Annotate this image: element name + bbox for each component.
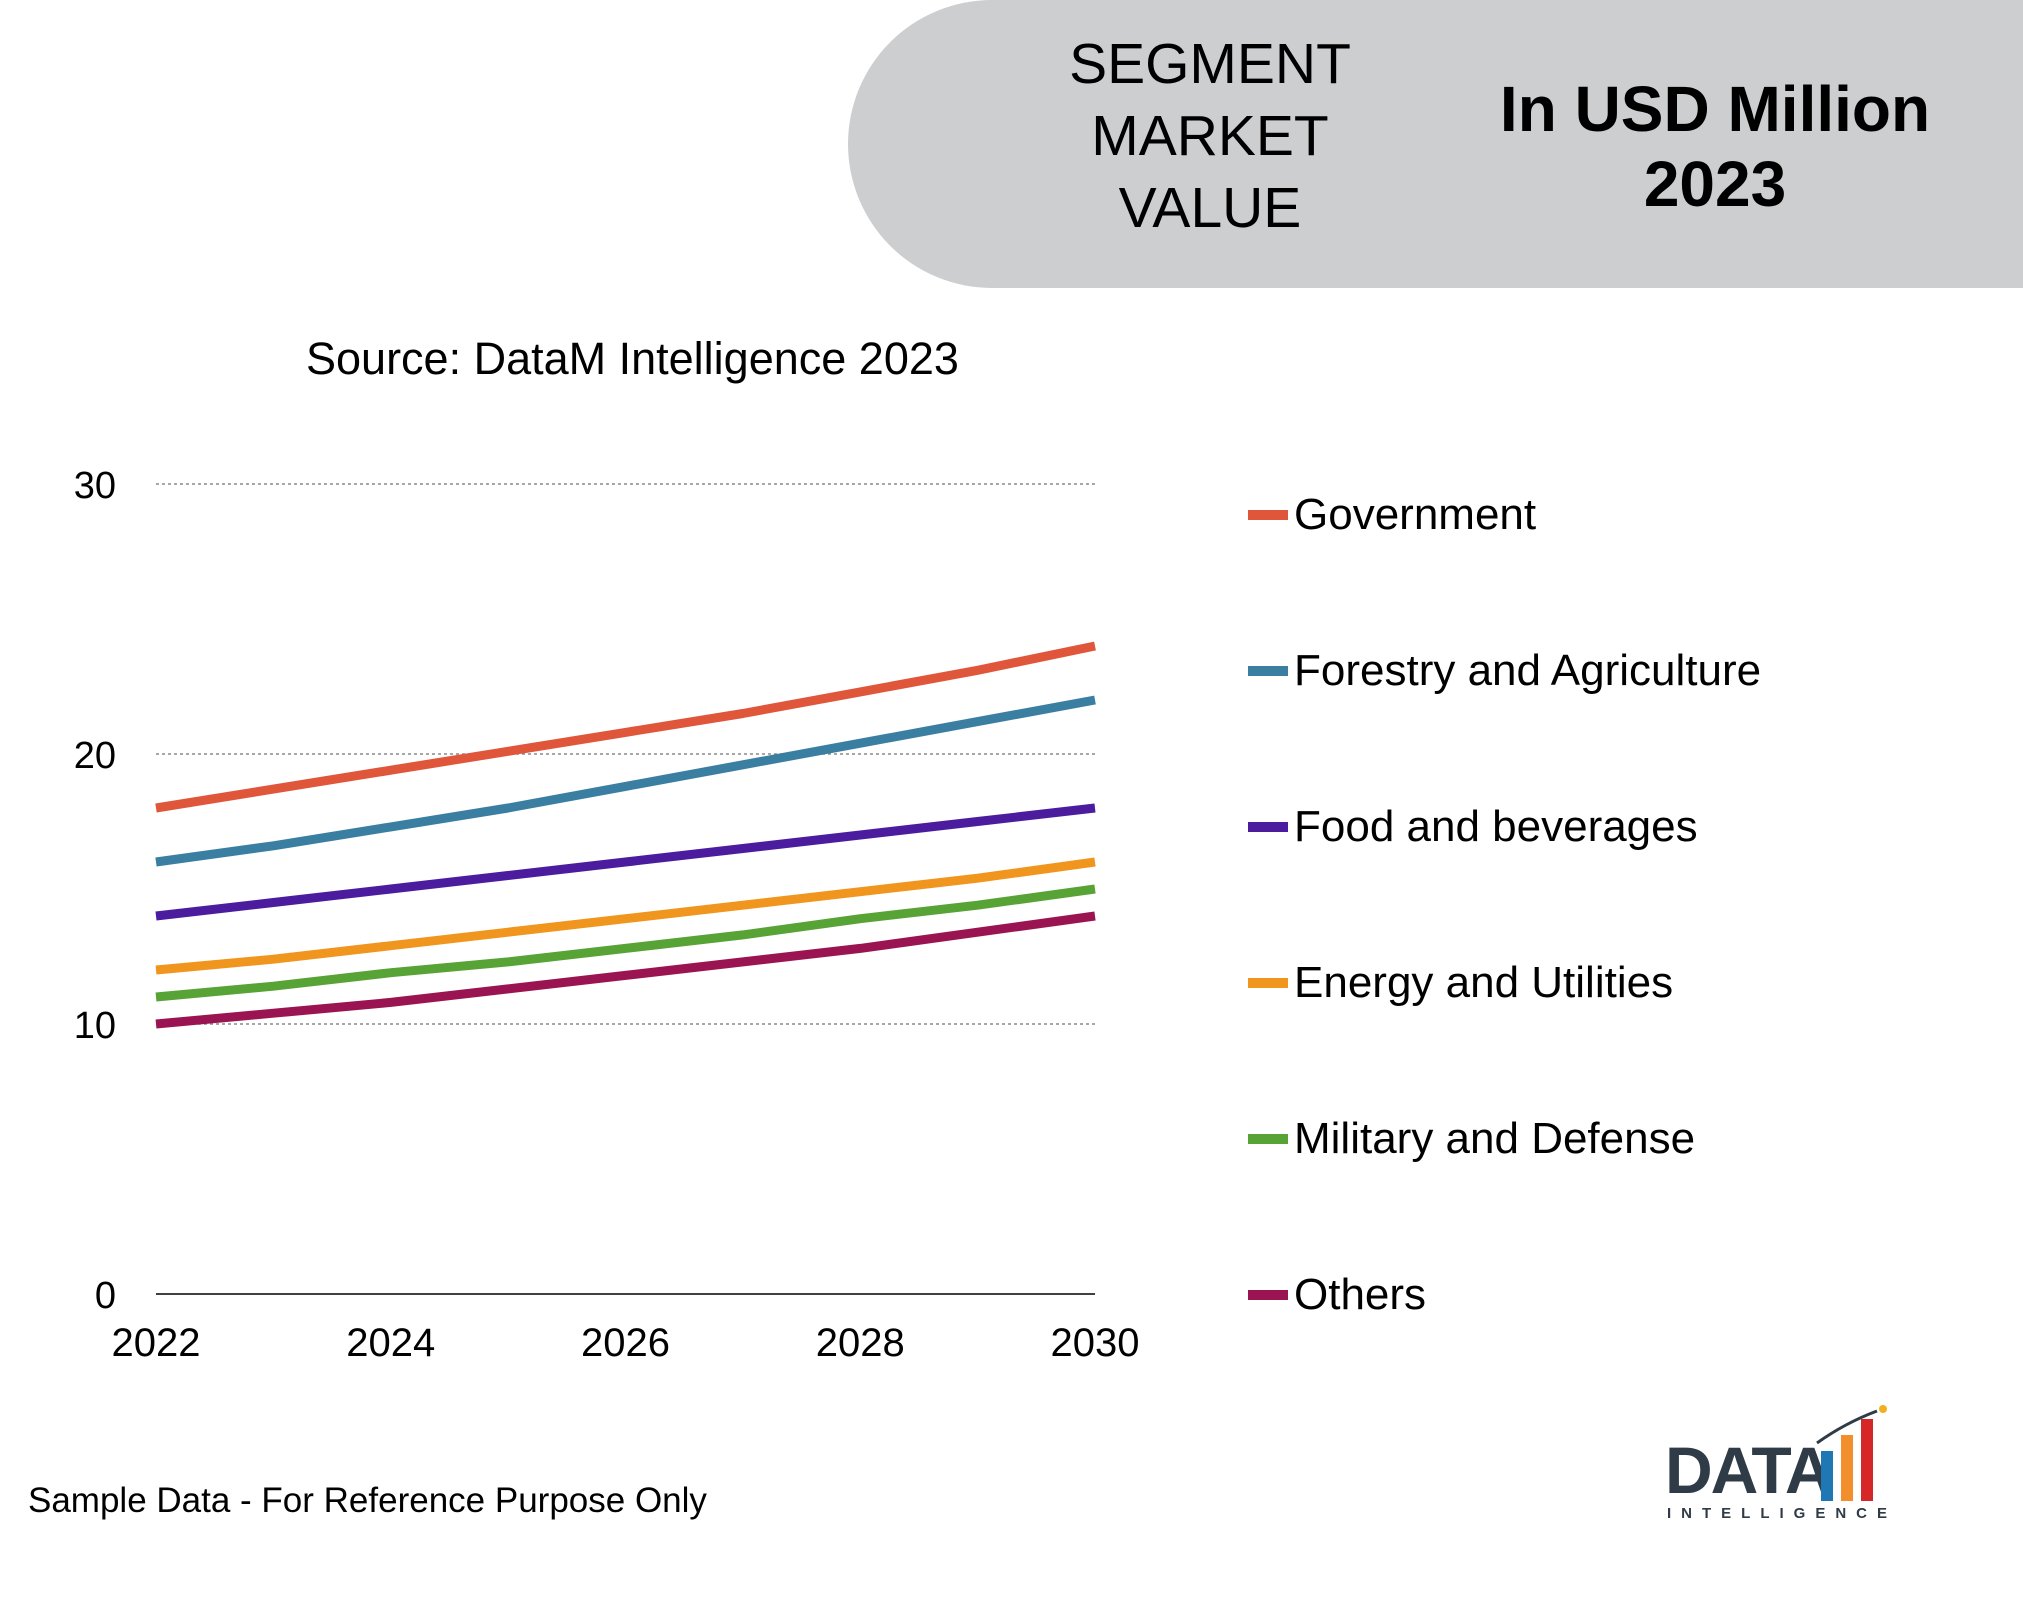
series-line-others: [155, 911, 1096, 1029]
x-tick-label: 2022: [112, 1321, 201, 1365]
logo-bars-icon: [1816, 1405, 1887, 1501]
series-line-energy-and-utilities: [155, 857, 1096, 975]
header-banner: [848, 0, 2023, 288]
datam-logo: DATA INTELLIGENCE: [1665, 1395, 1895, 1530]
y-tick-label: 30: [74, 465, 116, 507]
legend-label: Government: [1294, 490, 1537, 539]
logo-bar: [1861, 1419, 1873, 1501]
logo-bar: [1841, 1435, 1853, 1501]
segment-title: SEGMENT MARKET VALUE: [1069, 32, 1351, 240]
series-line-forestry-and-agriculture: [155, 695, 1096, 867]
legend-swatch: [1248, 666, 1288, 676]
grid-lines: [156, 483, 1095, 1025]
legend-item: Forestry and Agriculture: [1248, 641, 1761, 701]
series-line-military-and-defense: [155, 884, 1096, 1002]
logo-bar: [1821, 1451, 1833, 1501]
logo-subtitle: INTELLIGENCE: [1667, 1505, 1898, 1522]
legend-swatch: [1248, 822, 1288, 832]
series-line-government: [155, 641, 1096, 813]
y-tick-label: 20: [74, 735, 116, 777]
legend-item: Energy and Utilities: [1248, 953, 1673, 1013]
legend-label: Others: [1294, 1270, 1427, 1319]
x-tick-label: 2028: [816, 1321, 905, 1365]
legend-item: Others: [1248, 1265, 1426, 1325]
unit-title: In USD Million 2023: [1499, 73, 1931, 220]
legend-swatch: [1248, 978, 1288, 988]
legend-label: Forestry and Agriculture: [1294, 646, 1762, 695]
legend-item: Government: [1248, 485, 1536, 545]
legend-swatch: [1248, 1134, 1288, 1144]
legend-swatch: [1248, 510, 1288, 520]
y-tick-label: 0: [95, 1275, 116, 1317]
logo-spark: [1879, 1405, 1887, 1413]
x-tick-label: 2024: [346, 1321, 435, 1365]
legend-item: Food and beverages: [1248, 797, 1698, 857]
series-line-food-and-beverages: [155, 803, 1096, 921]
y-tick-label: 10: [74, 1005, 116, 1047]
series-lines: [155, 641, 1096, 1029]
footer-note: Sample Data - For Reference Purpose Only: [28, 1481, 707, 1520]
logo-arrow: [1816, 1409, 1878, 1445]
chart-source: Source: DataM Intelligence 2023: [306, 333, 959, 384]
logo-word: DATA: [1665, 1433, 1833, 1507]
legend-label: Military and Defense: [1294, 1114, 1696, 1163]
x-tick-label: 2026: [581, 1321, 670, 1365]
legend-label: Food and beverages: [1294, 802, 1698, 851]
x-tick-label: 2030: [1051, 1321, 1140, 1365]
legend-item: Military and Defense: [1248, 1109, 1695, 1169]
legend-label: Energy and Utilities: [1294, 958, 1674, 1007]
legend-swatch: [1248, 1290, 1288, 1300]
